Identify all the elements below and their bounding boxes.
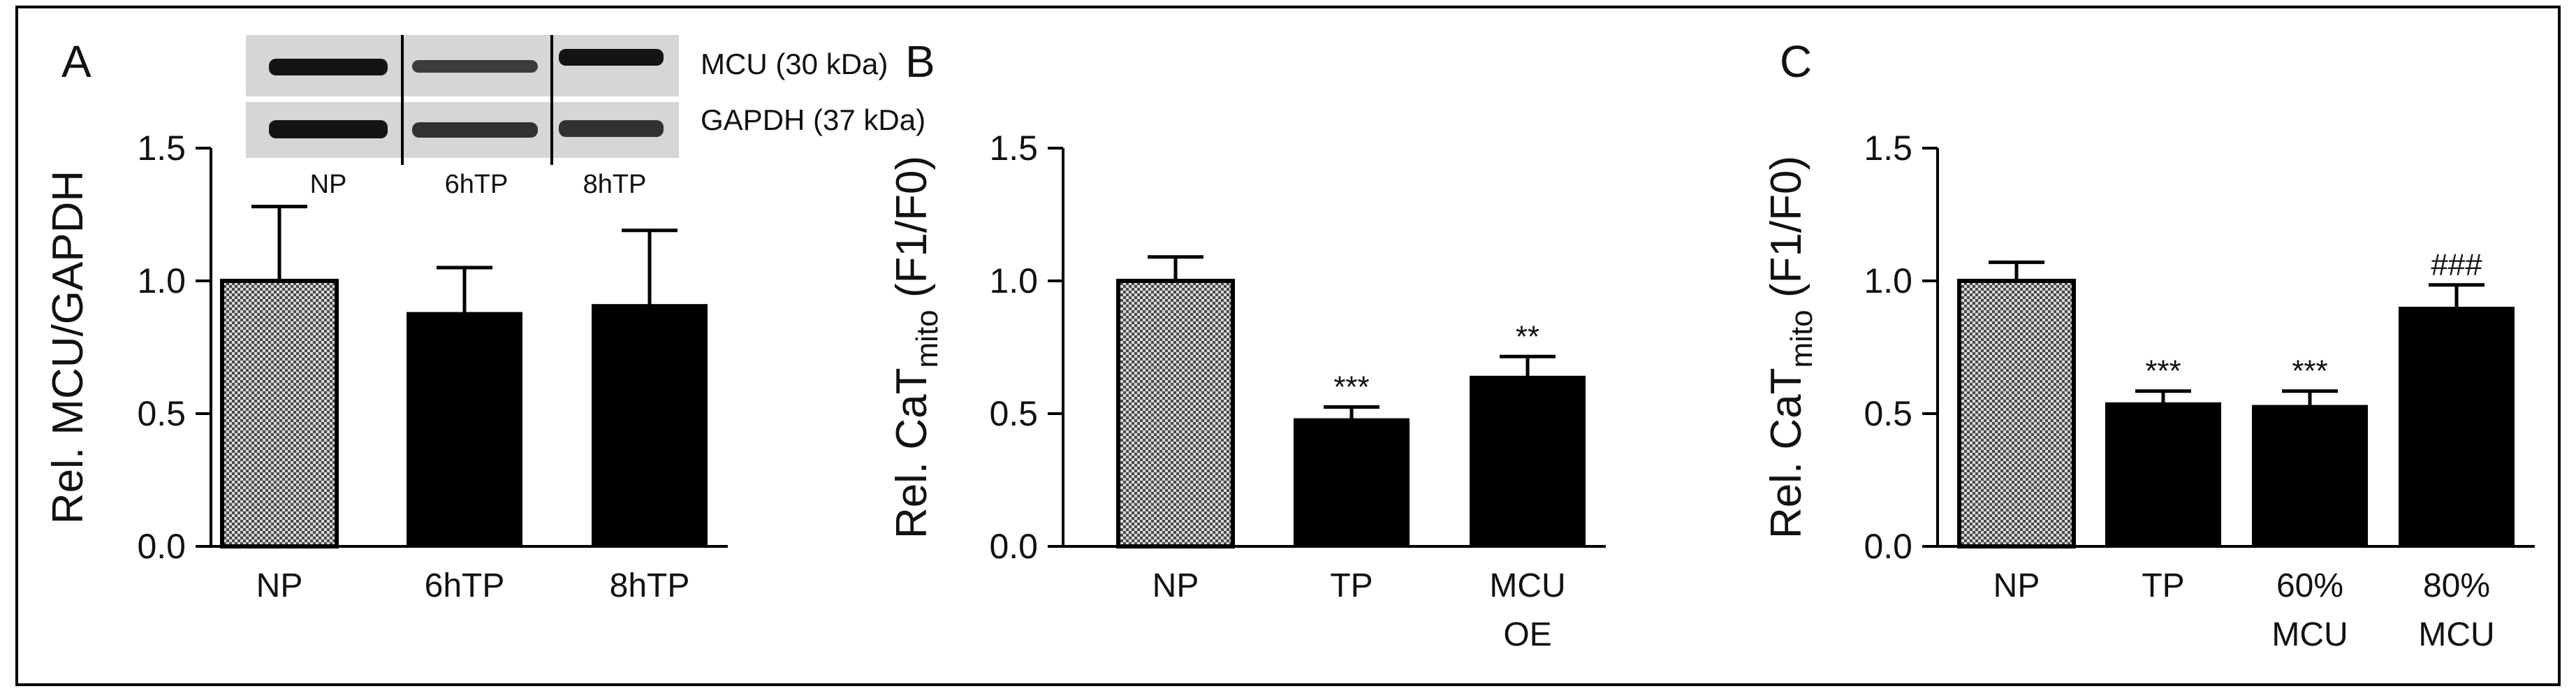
panel-b-bar — [1294, 418, 1410, 547]
panel-c-bar — [2252, 405, 2368, 547]
blot-lane-6htp: 6hTP — [445, 170, 508, 199]
panel-b-y-tick-label: 0.5 — [989, 394, 1038, 433]
chart-panel-a: 0.0 0.5 1.0 1.5 NP 6hTP 8hTP Rel. MCU/GAPDH — [44, 129, 728, 604]
panel-a-y-axis-label: Rel. MCU/GAPDH — [44, 170, 92, 524]
figure-border — [15, 6, 2561, 686]
blot-label-mcu: MCU (30 kDa) — [701, 48, 888, 80]
blot-band-mcu-8htp — [559, 49, 664, 66]
panel-c-category-label: MCU — [2418, 616, 2494, 653]
panel-c-category-label: 60% — [2276, 567, 2343, 604]
western-blot-inset: MCU (30 kDa) GAPDH (37 kDa) NP 6hTP 8hTP — [246, 35, 925, 199]
panel-b-bar — [1470, 375, 1586, 547]
panel-c-y-tick-label: 1.5 — [1864, 129, 1912, 168]
panel-c-bar — [1957, 279, 2076, 548]
panel-c-y-tick-label: 0.5 — [1864, 394, 1912, 433]
panel-c-category-label: 80% — [2423, 567, 2490, 604]
blot-band-gapdh-8htp — [559, 120, 664, 137]
blot-band-mcu-6htp — [412, 60, 538, 73]
panel-c-category-label: MCU — [2271, 616, 2348, 653]
panel-a-y-tick-label: 1.0 — [137, 261, 186, 300]
panel-b-category-label: MCU — [1489, 567, 1565, 604]
panel-a-bar — [592, 304, 708, 547]
panel-b-y-tick-label: 1.5 — [989, 129, 1038, 168]
panel-a-category-label: NP — [256, 567, 303, 604]
panel-letter-c: C — [1780, 36, 1812, 87]
blot-lane-np: NP — [310, 170, 347, 199]
blot-label-gapdh: GAPDH (37 kDa) — [701, 103, 925, 136]
panel-a-y-tick-label: 1.5 — [137, 129, 186, 168]
blot-band-mcu-np — [269, 59, 388, 75]
blot-band-gapdh-np — [269, 120, 388, 138]
panel-letter-b: B — [905, 36, 935, 87]
chart-panel-b: 0.0 0.5 1.0 1.5 NP *** TP ** MCU OE Rel. CaTmito (… — [888, 129, 1606, 653]
panel-c-significance-label: *** — [2292, 354, 2327, 388]
panel-a-category-label: 8hTP — [610, 567, 690, 604]
panel-a-y-tick-label: 0.5 — [137, 394, 186, 433]
panel-b-category-label: TP — [1330, 567, 1373, 604]
panel-b-significance-label: ** — [1516, 319, 1539, 354]
panel-a-bar — [407, 312, 522, 547]
panel-c-y-tick-label: 0.0 — [1864, 527, 1912, 566]
panel-b-y-tick-label: 1.0 — [989, 261, 1038, 300]
blot-lane-8htp: 8hTP — [583, 170, 647, 199]
chart-panel-c: 0.0 0.5 1.0 1.5 NP *** TP *** 60% MCU ### 80% MCU Rel… — [1762, 129, 2535, 653]
panel-a-y-tick-label: 0.0 — [137, 527, 186, 566]
panel-c-y-axis-label: Rel. CaTmito (F1/F0) — [1762, 156, 1819, 539]
panel-b-y-axis-label: Rel. CaTmito (F1/F0) — [888, 156, 944, 539]
panel-a-bar — [220, 279, 339, 548]
panel-c-bar — [2399, 307, 2515, 547]
panel-b-category-label: OE — [1503, 616, 1551, 653]
panel-c-significance-label: *** — [2145, 354, 2181, 388]
panel-c-y-tick-label: 1.0 — [1864, 261, 1912, 300]
panel-b-y-tick-label: 0.0 — [989, 527, 1038, 566]
panel-b-significance-label: *** — [1333, 370, 1369, 405]
blot-band-gapdh-6htp — [412, 122, 538, 138]
panel-c-significance-label: ### — [2431, 248, 2482, 282]
panel-a-category-label: 6hTP — [425, 567, 505, 604]
panel-letter-a: A — [61, 36, 92, 87]
panel-c-category-label: TP — [2142, 567, 2184, 604]
panel-b-category-label: NP — [1152, 567, 1199, 604]
panel-c-bar — [2105, 402, 2221, 547]
panel-b-bar — [1116, 279, 1235, 548]
panel-c-category-label: NP — [1993, 567, 2040, 604]
